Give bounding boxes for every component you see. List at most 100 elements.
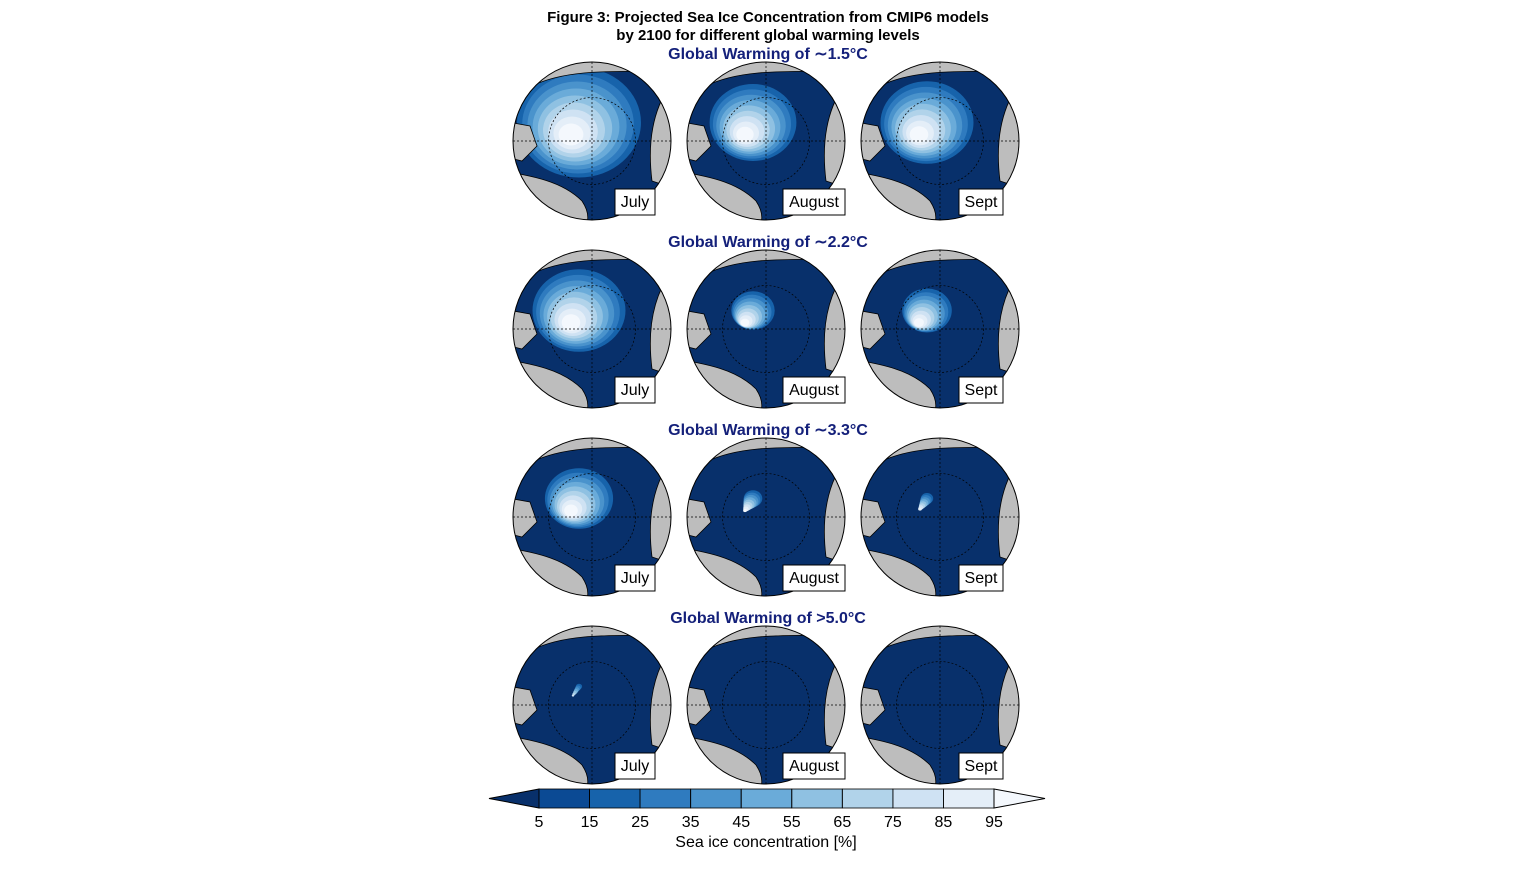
colorbar-segment (690, 788, 742, 809)
map-border (686, 249, 846, 409)
sea-ice (736, 126, 754, 143)
sea-ice (571, 694, 575, 697)
colorbar-tick-label: 35 (682, 814, 700, 831)
colorbar-tick-label: 75 (884, 814, 902, 831)
map-border (512, 249, 672, 409)
panel-label-box (782, 564, 846, 592)
latitude-circle (896, 661, 984, 749)
land (823, 634, 845, 756)
panel-label-box (958, 376, 1004, 404)
colorbar-tick-label: 5 (535, 814, 544, 831)
sea-ice (561, 314, 581, 331)
latitude-circle (896, 285, 984, 373)
land (997, 70, 1019, 192)
latitude-circle (722, 97, 810, 185)
colorbar-segment (589, 788, 641, 809)
row-title: Global Warming of ∼3.3°C (668, 422, 868, 439)
colorbar-tick-label: 65 (833, 814, 851, 831)
land (513, 684, 538, 726)
ocean (513, 626, 671, 784)
sea-ice (914, 318, 924, 327)
panel-label-box (782, 376, 846, 404)
colorbar-segment (740, 788, 793, 809)
land (687, 684, 712, 726)
panel-label-box (958, 752, 1004, 780)
land (687, 496, 712, 538)
colorbar-tick-label: 15 (581, 814, 599, 831)
panel-label: July (621, 570, 649, 587)
panel-label-box (614, 564, 656, 592)
panel-label-box (614, 752, 656, 780)
row-title: Global Warming of >5.0°C (670, 610, 866, 627)
panel-label-box (782, 752, 846, 780)
map-panel (513, 250, 671, 408)
land (861, 120, 886, 162)
land (823, 446, 845, 568)
land (823, 258, 845, 380)
row-title: Global Warming of ∼1.5°C (668, 46, 868, 63)
sea-ice (564, 504, 578, 517)
land (861, 308, 886, 350)
figure-title: by 2100 for different global warming lev… (616, 27, 919, 44)
panel-label-box (614, 188, 656, 216)
map-panel (861, 438, 1019, 596)
colorbar-extension (488, 788, 540, 809)
latitude-circle (548, 285, 636, 373)
panel-label: August (789, 382, 839, 399)
map-panel (513, 62, 671, 220)
panel-label: Sept (965, 382, 998, 399)
map-border (860, 61, 1020, 221)
colorbar-segment (841, 788, 894, 809)
row-title: Global Warming of ∼2.2°C (668, 234, 868, 251)
map-border (512, 437, 672, 597)
colorbar-tick-label: 85 (935, 814, 953, 831)
panel-label: July (621, 382, 649, 399)
land (997, 258, 1019, 380)
colorbar-tick-label: 95 (985, 814, 1003, 831)
figure-title: Figure 3: Projected Sea Ice Concentratio… (547, 9, 989, 26)
panel-label: July (621, 194, 649, 211)
panel-label: July (621, 758, 649, 775)
land (861, 684, 886, 726)
sea-ice (918, 507, 922, 511)
latitude-circle (722, 285, 810, 373)
land (513, 496, 538, 538)
panel-label: Sept (965, 570, 998, 587)
ocean (687, 626, 845, 784)
map-border (686, 625, 846, 785)
land (687, 120, 712, 162)
colorbar-extension (993, 788, 1046, 809)
panel-label-box (782, 188, 846, 216)
colorbar-segment (639, 788, 692, 809)
map-border (860, 249, 1020, 409)
land (861, 496, 886, 538)
land (649, 446, 671, 568)
land (513, 120, 538, 162)
latitude-circle (722, 473, 810, 561)
colorbar-tick-label: 45 (732, 814, 750, 831)
map-panel (861, 250, 1019, 408)
panel-label: August (789, 194, 839, 211)
latitude-circle (722, 661, 810, 749)
land (649, 258, 671, 380)
latitude-circle (896, 97, 984, 185)
latitude-circle (896, 473, 984, 561)
ocean (687, 438, 845, 596)
sea-ice (740, 318, 750, 327)
land (649, 70, 671, 192)
land (997, 634, 1019, 756)
colorbar-segment (892, 788, 944, 809)
ocean (687, 250, 845, 408)
land (513, 308, 538, 350)
panel-label: Sept (965, 194, 998, 211)
sea-ice (743, 508, 747, 513)
land (649, 634, 671, 756)
ocean (861, 626, 1019, 784)
panel-label-box (958, 188, 1004, 216)
map-border (686, 61, 846, 221)
latitude-circle (548, 97, 636, 185)
land (823, 70, 845, 192)
latitude-circle (548, 473, 636, 561)
